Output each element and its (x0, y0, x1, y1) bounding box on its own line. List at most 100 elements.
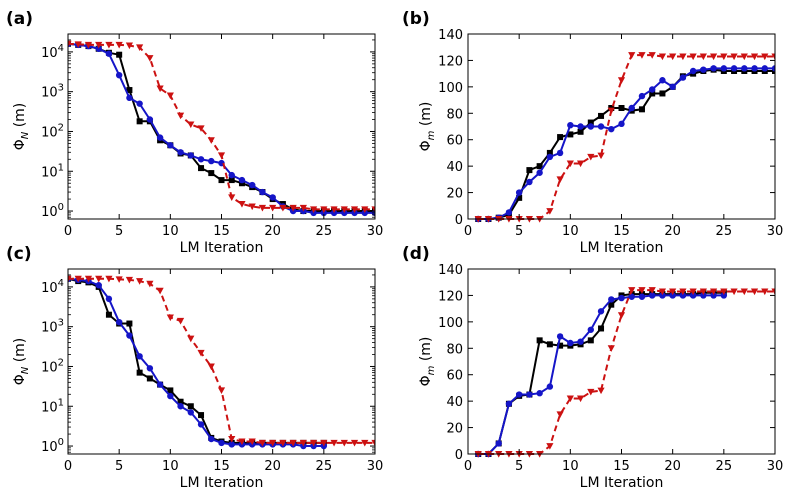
data-point (669, 53, 677, 61)
data-point (648, 287, 656, 294)
data-point (125, 42, 133, 50)
data-point (617, 312, 626, 319)
data-point (371, 439, 375, 447)
y-tick-label: 60 (446, 134, 463, 149)
data-point (649, 90, 656, 97)
data-point (771, 53, 775, 61)
data-point (136, 353, 143, 360)
x-tick-label: 0 (464, 224, 472, 239)
data-point (340, 206, 348, 213)
data-point (228, 177, 235, 184)
data-point (557, 342, 564, 349)
axes-frame (67, 33, 376, 220)
data-point (526, 167, 533, 174)
y-tick-label: 40 (446, 160, 463, 175)
data-point (238, 438, 246, 446)
data-point (577, 338, 584, 345)
data-point (228, 194, 236, 202)
series-black-square (68, 40, 375, 215)
x-tick-label: 15 (213, 224, 230, 239)
data-point (730, 65, 738, 72)
data-point (771, 65, 775, 72)
y-tick-label: 60 (446, 369, 463, 384)
data-point (350, 439, 359, 447)
data-point (156, 287, 164, 295)
data-point (217, 152, 226, 160)
panel-label: (a) (6, 9, 33, 29)
x-tick-label: 25 (716, 459, 733, 474)
data-point (156, 85, 164, 93)
data-point (536, 337, 543, 344)
data-point (126, 94, 133, 102)
plot-area (68, 275, 375, 450)
series-black-square (68, 275, 327, 446)
data-point (187, 121, 195, 129)
data-point (330, 439, 338, 447)
data-point (607, 345, 615, 352)
data-point (136, 118, 143, 125)
data-point (617, 77, 626, 84)
data-point (166, 314, 174, 322)
data-point (628, 104, 635, 112)
data-point (710, 53, 718, 61)
data-point (177, 398, 184, 405)
data-point (105, 295, 113, 303)
data-point (566, 160, 574, 168)
data-point (751, 65, 758, 72)
data-point (258, 204, 267, 212)
plot-area (474, 287, 775, 458)
x-axis-label: LM Iteration (580, 240, 664, 256)
data-point (187, 409, 194, 416)
data-point (505, 400, 513, 407)
data-point (659, 292, 666, 299)
data-point (228, 441, 235, 448)
data-point (740, 53, 748, 61)
x-tick-label: 15 (613, 459, 630, 474)
x-tick-label: 30 (767, 224, 784, 239)
data-point (156, 134, 164, 141)
x-tick-label: 20 (664, 459, 681, 474)
data-point (597, 308, 605, 315)
data-point (556, 149, 564, 157)
data-point (648, 52, 656, 59)
x-tick-label: 5 (515, 459, 523, 474)
panel-label: (d) (402, 244, 430, 264)
panel-4: (d) 0 5 10 15 20 25 30 0 20 40 60 80 100 120 140 LM Iter… (402, 244, 783, 491)
series-blue-circle (475, 65, 775, 223)
data-point (597, 387, 605, 395)
data-point (638, 92, 646, 100)
data-point (669, 288, 677, 296)
data-point (269, 194, 276, 201)
data-point (279, 204, 287, 212)
panel-1: (a) 0 5 10 15 20 25 30 100 101 102 103 104 LM Iterati… (6, 9, 383, 256)
y-tick-label: 101 (41, 397, 64, 415)
y-tick-label: 80 (446, 342, 463, 357)
data-point (608, 125, 615, 133)
data-point (689, 67, 697, 75)
data-point (546, 383, 554, 390)
data-point (95, 275, 103, 283)
data-point (638, 287, 646, 294)
data-point (136, 100, 143, 107)
x-tick-label: 0 (64, 459, 72, 474)
data-point (167, 392, 174, 400)
data-point (669, 292, 676, 299)
data-point (167, 387, 174, 394)
data-point (320, 206, 328, 213)
y-tick-label: 80 (446, 107, 463, 122)
data-point (228, 436, 236, 443)
data-point (208, 435, 215, 443)
x-tick-label: 10 (162, 459, 179, 474)
data-point (607, 107, 615, 115)
data-point (146, 375, 153, 382)
panel-label: (c) (6, 244, 32, 264)
data-point (720, 292, 728, 299)
series-line (478, 54, 775, 220)
data-point (546, 443, 554, 450)
data-point (361, 206, 369, 213)
data-point (576, 160, 585, 168)
data-point (238, 201, 246, 208)
data-point (176, 112, 185, 120)
data-point (700, 66, 707, 73)
x-tick-label: 30 (367, 459, 384, 474)
